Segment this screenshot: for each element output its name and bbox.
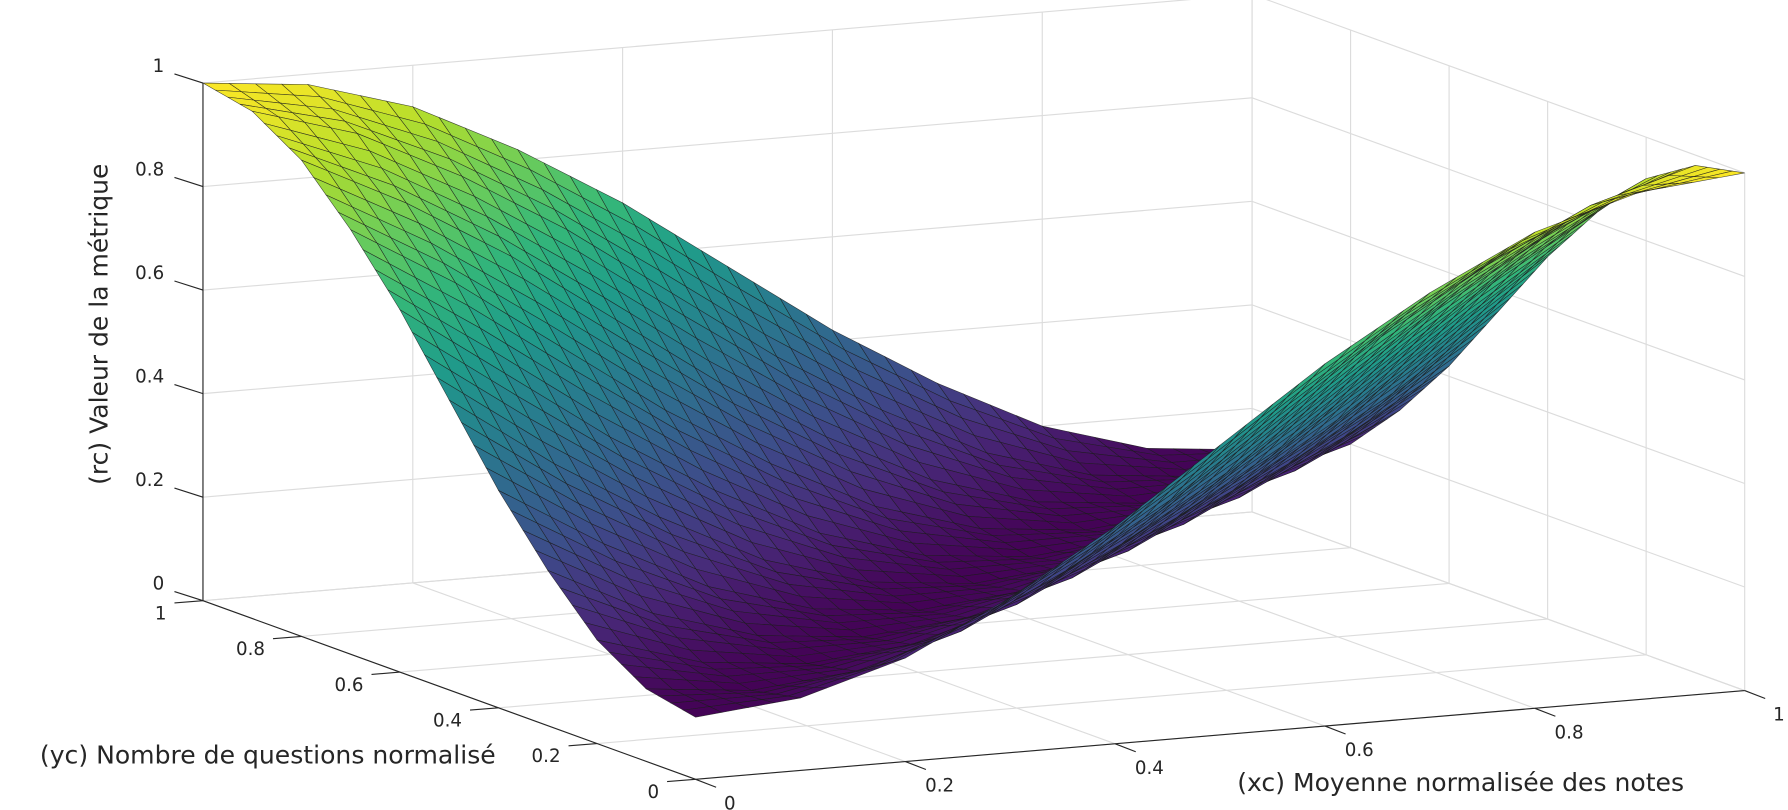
grid-line [1266, 0, 1745, 174]
grid-line [597, 654, 1647, 745]
z-tick-label: 0.6 [135, 263, 164, 284]
tick-mark [1324, 725, 1346, 735]
z-tick-label: 0 [153, 574, 165, 595]
tick-mark [174, 73, 204, 84]
x-tick-label: 0.2 [925, 776, 954, 797]
x-axis-label: (xc) Moyenne normalisée des notes [1237, 768, 1684, 797]
z-tick-label: 1 [153, 56, 165, 77]
grid-line [1251, 97, 1745, 277]
tick-mark [1744, 690, 1766, 700]
tick-mark [469, 707, 499, 711]
grid-line [1042, 529, 1536, 709]
tick-mark [174, 487, 204, 498]
tick-mark [695, 778, 717, 788]
axes: 0 0.2 0.4 0.6 0.8 1 0 0.2 0.4 0.6 0.8 1 0 0.2 0.4 0.6 0.… [135, 56, 1784, 810]
tick-mark [1115, 743, 1136, 753]
tick-mark [174, 176, 204, 188]
x-tick-label: 1 [1773, 705, 1785, 726]
y-tick-label: 0.6 [335, 675, 364, 696]
y-axis [202, 600, 696, 780]
tick-mark [272, 635, 302, 640]
grid-line [202, 200, 1253, 291]
x-tick-label: 0.6 [1345, 740, 1374, 761]
x-tick-label: 0.8 [1555, 722, 1584, 743]
y-tick-label: 0.2 [532, 746, 561, 767]
x-axis [695, 689, 1745, 780]
z-tick-label: 0.4 [135, 367, 164, 388]
tick-mark [371, 671, 401, 675]
grid-line [1251, 511, 1745, 692]
grid-line [202, 0, 1192, 84]
tick-mark [568, 742, 598, 747]
y-tick-label: 0.4 [433, 711, 462, 732]
tick-mark [667, 778, 696, 783]
grid-line [1251, 304, 1745, 485]
y-axis-label: (yc) Nombre de questions normalisé [40, 741, 496, 770]
tick-mark [905, 761, 927, 771]
surface-patch [682, 706, 723, 718]
z-tick-label: 0.8 [135, 160, 164, 181]
x-tick-label: 0 [724, 793, 736, 810]
y-tick-label: 0.8 [236, 639, 265, 660]
z-tick-label: 0.2 [135, 470, 164, 491]
z-axis-label: (rc) Valeur de la métrique [84, 164, 113, 485]
tick-mark [1534, 707, 1556, 717]
surface [201, 82, 1745, 718]
x-tick-label: 0.4 [1135, 758, 1164, 779]
tick-mark [174, 591, 204, 602]
tick-mark [174, 600, 204, 604]
y-tick-label: 0 [647, 782, 659, 803]
tick-mark [174, 280, 204, 291]
y-tick-label: 1 [155, 603, 167, 624]
tick-mark [174, 383, 204, 395]
